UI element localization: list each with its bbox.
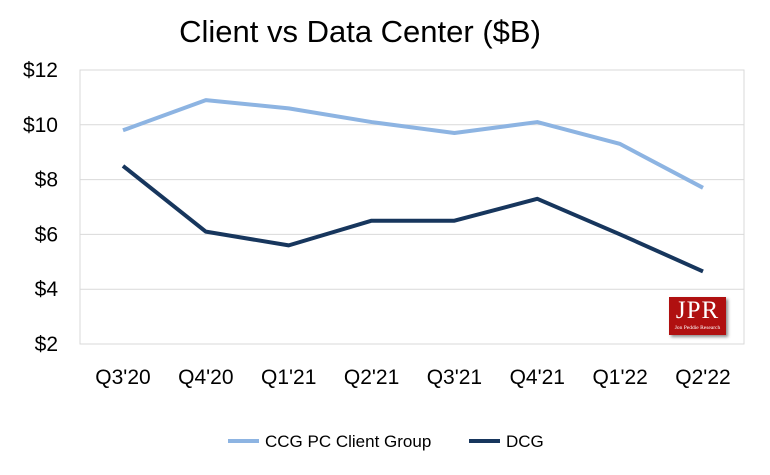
x-tick-label: Q2'21 bbox=[344, 366, 399, 389]
series-line-1 bbox=[122, 98, 704, 190]
logo-text: JPR bbox=[675, 297, 720, 324]
x-tick-label: Q1'21 bbox=[261, 366, 316, 389]
x-tick-label: Q2'22 bbox=[675, 366, 730, 389]
logo-subtext: Jon Peddie Research bbox=[674, 325, 721, 331]
series-lines bbox=[121, 98, 704, 274]
y-tick-label: $8 bbox=[35, 169, 58, 192]
y-tick-label: $12 bbox=[23, 59, 58, 82]
legend: CCG PC Client Group DCG bbox=[228, 432, 544, 451]
x-tick-label: Q4'21 bbox=[510, 366, 565, 389]
x-tick-label: Q4'20 bbox=[178, 366, 233, 389]
legend-label: DCG bbox=[506, 432, 544, 451]
x-axis: Q3'20 Q4'20 Q1'21 Q2'21 Q3'21 Q4'21 Q1'22 Q2'22 bbox=[95, 366, 730, 389]
x-tick-label: Q1'22 bbox=[592, 366, 647, 389]
x-tick-label: Q3'20 bbox=[95, 366, 150, 389]
y-axis: $2 $4 $6 $8 $10 $12 bbox=[23, 59, 58, 356]
gridlines bbox=[80, 69, 744, 345]
x-tick-label: Q3'21 bbox=[427, 366, 482, 389]
jpr-logo: JPR Jon Peddie Research bbox=[669, 297, 726, 335]
y-tick-label: $2 bbox=[35, 333, 58, 356]
series-line-2 bbox=[121, 164, 704, 274]
y-tick-label: $4 bbox=[35, 278, 59, 301]
chart-title: Client vs Data Center ($B) bbox=[179, 14, 541, 49]
y-tick-label: $10 bbox=[23, 114, 58, 137]
legend-label: CCG PC Client Group bbox=[265, 432, 431, 451]
y-tick-label: $6 bbox=[35, 223, 58, 246]
